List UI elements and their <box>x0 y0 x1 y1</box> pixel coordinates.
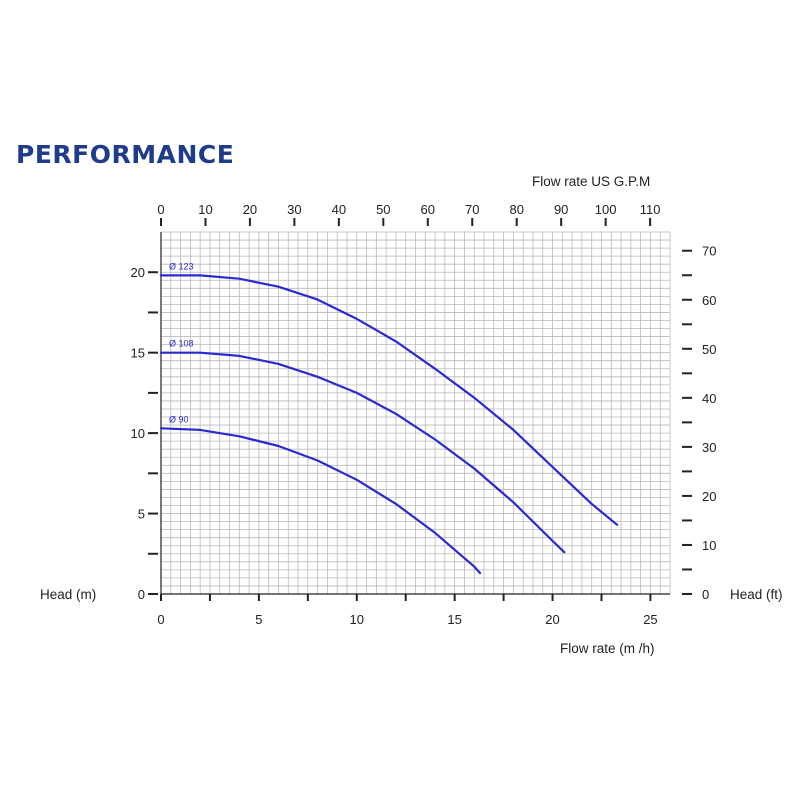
curve-series-0 <box>159 274 619 526</box>
curve-label-0: Ø 123 <box>169 261 194 271</box>
x-top-tick-label: 100 <box>595 202 617 217</box>
y-right-tick-label: 0 <box>702 587 709 602</box>
y-right-tick-label: 30 <box>702 440 716 455</box>
x-bottom-tick-label: 20 <box>545 612 559 627</box>
chart-labels: Flow rate (m /h) Flow rate US G.P.M Head (… <box>40 174 783 656</box>
x-bottom-tick-label: 25 <box>643 612 657 627</box>
y-right-tick-label: 60 <box>702 293 716 308</box>
x-top-tick-label: 50 <box>376 202 390 217</box>
y-left-axis-label: Head (m) <box>40 587 96 602</box>
chart-grid <box>160 231 671 595</box>
x-top-tick-label: 40 <box>332 202 346 217</box>
y-left-tick-label: 5 <box>138 507 145 522</box>
x-top-tick-label: 90 <box>554 202 568 217</box>
x-top-tick-label: 80 <box>509 202 523 217</box>
y-left-tick-label: 15 <box>131 346 145 361</box>
x-bottom-axis-label: Flow rate (m /h) <box>560 641 655 656</box>
x-top-tick-label: 10 <box>198 202 212 217</box>
curve-label-1: Ø 108 <box>169 339 194 349</box>
curve-label-2: Ø 90 <box>169 414 189 424</box>
y-right-tick-label: 70 <box>702 244 716 259</box>
y-right-tick-label: 40 <box>702 391 716 406</box>
y-left-tick-label: 20 <box>131 265 145 280</box>
x-bottom-tick-label: 10 <box>350 612 364 627</box>
x-top-tick-label: 30 <box>287 202 301 217</box>
y-right-tick-label: 50 <box>702 342 716 357</box>
chart-axes: 0 5 10 15 20 250 10 20 30 40 50 60 70 80 90 100 11005101… <box>131 202 717 627</box>
curve-series-1 <box>159 351 566 554</box>
x-top-axis-label: Flow rate US G.P.M <box>532 174 650 189</box>
chart-curves <box>159 274 619 575</box>
y-right-axis-label: Head (ft) <box>730 587 783 602</box>
x-top-tick-label: 70 <box>465 202 479 217</box>
page-title: PERFORMANCE <box>16 140 235 169</box>
x-top-tick-label: 60 <box>421 202 435 217</box>
x-top-tick-label: 110 <box>640 202 661 217</box>
y-left-tick-label: 10 <box>131 426 145 441</box>
curve-series-2 <box>159 427 482 575</box>
x-bottom-tick-label: 5 <box>255 612 262 627</box>
x-bottom-tick-label: 15 <box>447 612 461 627</box>
x-top-tick-label: 0 <box>157 202 164 217</box>
x-bottom-tick-label: 0 <box>157 612 164 627</box>
y-right-tick-label: 10 <box>702 538 716 553</box>
y-left-tick-label: 0 <box>138 587 145 602</box>
y-right-tick-label: 20 <box>702 489 716 504</box>
x-top-tick-label: 20 <box>243 202 257 217</box>
